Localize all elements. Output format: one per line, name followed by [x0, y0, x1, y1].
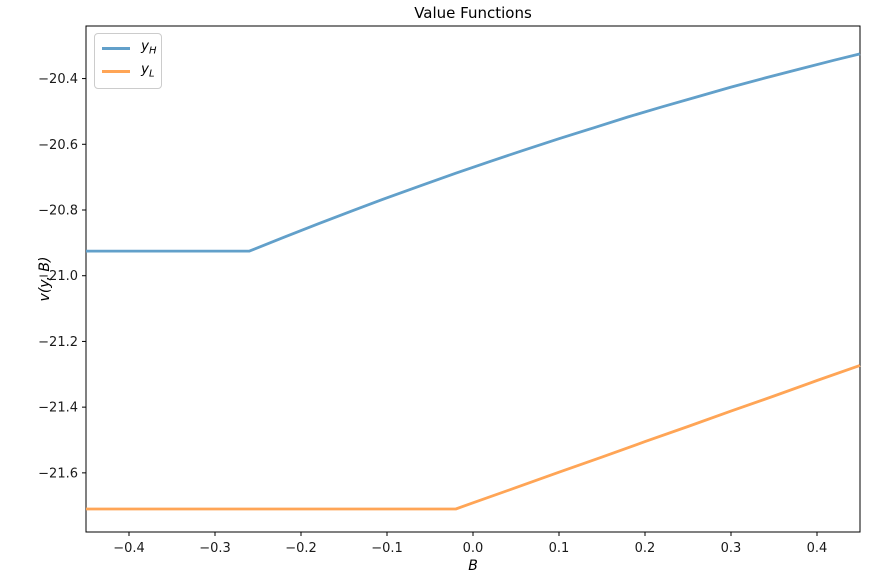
y-tick-label: −21.2	[38, 335, 78, 350]
x-axis-label: B	[468, 558, 478, 574]
legend-line-swatch	[102, 47, 130, 50]
x-tick-label: 0.0	[463, 541, 484, 556]
legend-entry-yL: yL	[95, 60, 161, 83]
x-tick-label: −0.1	[371, 541, 403, 556]
legend-label: yL	[141, 61, 155, 80]
y-tick-label: −21.4	[38, 401, 78, 416]
legend-line-swatch	[102, 70, 130, 73]
x-tick-label: −0.4	[113, 541, 145, 556]
x-tick-label: 0.1	[549, 541, 570, 556]
y-tick-label: −21.6	[38, 466, 78, 481]
x-tick-label: −0.3	[199, 541, 231, 556]
y-axis-label: v(y, B)	[37, 256, 53, 302]
x-tick-label: 0.4	[807, 541, 828, 556]
series-line-y_L	[86, 364, 861, 511]
x-tick-label: 0.3	[721, 541, 742, 556]
legend: yH yL	[94, 33, 162, 89]
y-tick-label: −21.0	[38, 269, 78, 284]
legend-entry-yH: yH	[95, 37, 161, 60]
plot-border	[85, 25, 861, 533]
y-tick-label: −20.4	[38, 72, 78, 87]
y-tick-label: −20.8	[38, 204, 78, 219]
series-line-y_H	[86, 52, 861, 253]
y-tick-label: −20.6	[38, 138, 78, 153]
legend-label: yH	[141, 38, 157, 57]
x-tick-label: −0.2	[285, 541, 317, 556]
chart-title: Value Functions	[414, 4, 532, 22]
x-tick-label: 0.2	[635, 541, 656, 556]
